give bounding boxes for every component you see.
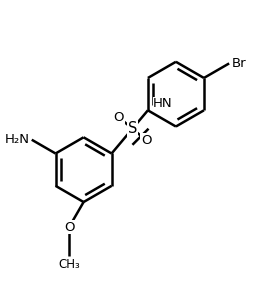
Text: Br: Br: [232, 57, 246, 70]
Text: CH₃: CH₃: [58, 257, 80, 271]
Text: O: O: [141, 134, 151, 147]
Text: O: O: [64, 221, 74, 234]
Text: H₂N: H₂N: [4, 133, 29, 146]
Text: O: O: [114, 111, 124, 124]
Text: HN: HN: [153, 97, 173, 110]
Text: S: S: [128, 121, 137, 136]
